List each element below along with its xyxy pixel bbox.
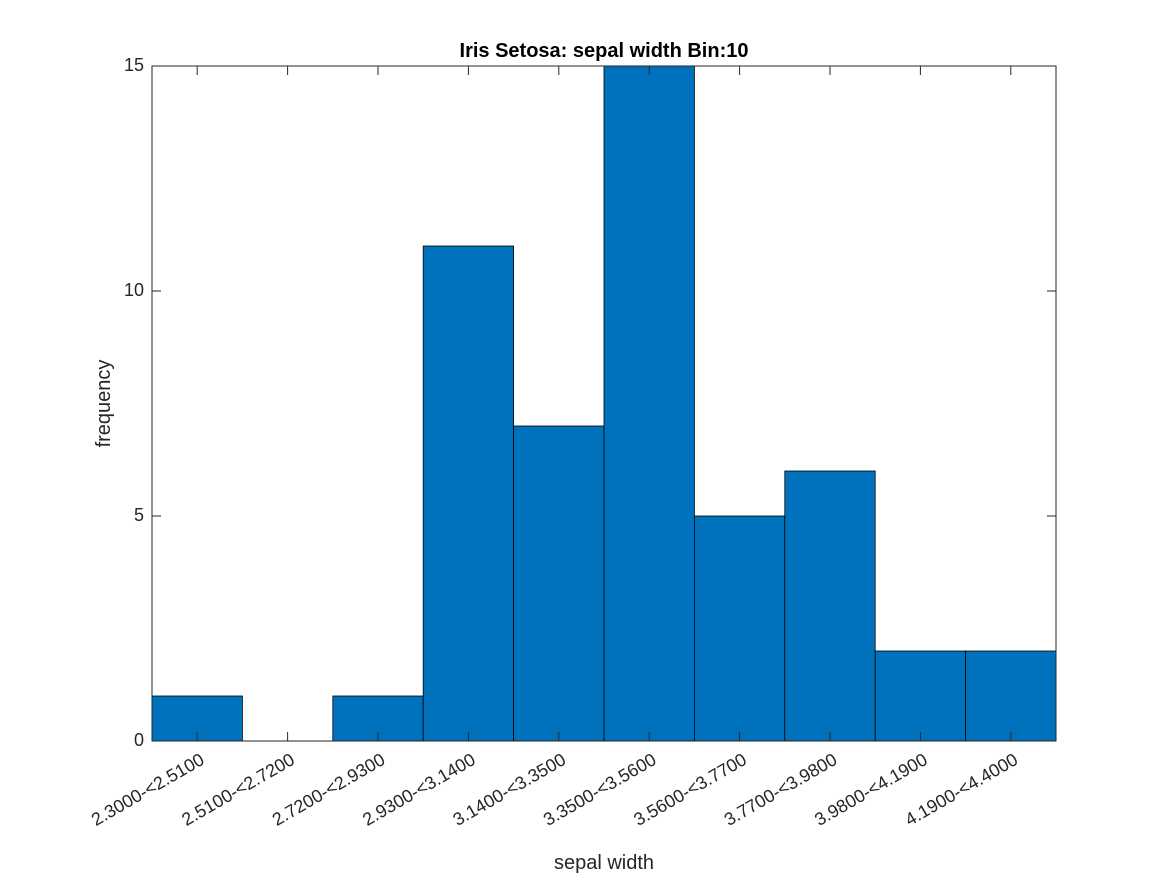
y-tick-label: 5 [134, 505, 144, 525]
histogram-bar [874, 650, 967, 742]
histogram-bar [422, 245, 515, 742]
y-axis-label: frequency [93, 360, 115, 448]
x-axis-label: sepal width [554, 852, 654, 874]
y-tick-label: 15 [124, 55, 144, 75]
histogram-bar [965, 650, 1057, 742]
histogram-bar [784, 470, 876, 742]
chart-title: Iris Setosa: sepal width Bin:10 [460, 40, 749, 62]
y-tick-label: 0 [134, 730, 144, 750]
axes-box [151, 65, 1057, 742]
bar-series [151, 65, 1057, 742]
histogram-bar [513, 425, 605, 742]
histogram-bar [603, 65, 695, 742]
histogram-bar [694, 515, 786, 742]
y-tick-labels: 0 5 10 15 [124, 55, 144, 750]
axis-ticks [152, 65, 1056, 742]
plot-area: 2.3000-<2.51002.5100-<2.72002.7200-<2.93… [88, 55, 1057, 830]
y-tick-label: 10 [124, 280, 144, 300]
